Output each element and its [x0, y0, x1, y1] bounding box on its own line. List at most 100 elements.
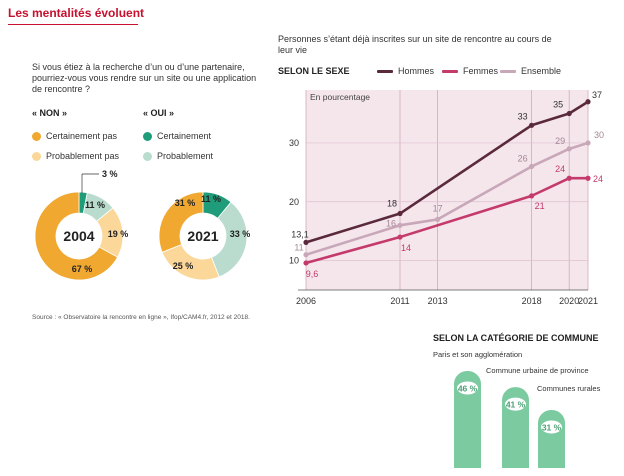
x-tick-label: 2018 [522, 296, 542, 306]
data-label-hommes: 33 [518, 111, 528, 121]
point-hommes [397, 210, 403, 217]
donut-2004-year: 2004 [63, 228, 94, 244]
donut-2004-label-0: 3 % [102, 169, 118, 179]
data-label-hommes: 13,1 [291, 229, 309, 239]
data-label-hommes: 18 [387, 199, 397, 209]
point-femmes [303, 260, 309, 266]
point-hommes [566, 110, 572, 117]
legend-ensemble: Ensemble [500, 66, 561, 76]
x-tick-label: 2013 [428, 296, 448, 306]
point-hommes [529, 122, 535, 128]
donut-2021-slice-3 [158, 191, 204, 253]
point-ensemble [529, 163, 535, 170]
commune-bar-label-2: 31 % [542, 423, 562, 433]
legend-swatch [143, 131, 152, 141]
data-label-femmes: 14 [401, 243, 411, 253]
commune-label-paris: Paris et son agglomération [433, 350, 523, 359]
data-label-femmes: 9,6 [306, 269, 319, 279]
donut-charts: 2004 3 % 11 % 19 % 67 % 2021 11 % 33 % 25 % 31 % [34, 169, 251, 281]
y-tick-label: 30 [289, 138, 299, 148]
legend-certainement-pas: Certainement pas [32, 131, 117, 141]
y-tick-label: 20 [289, 197, 299, 207]
donut-2004-slice-3 [34, 191, 119, 281]
point-hommes [303, 239, 309, 245]
donut-2021-label-0: 11 % [201, 194, 221, 204]
page-title: Les mentalités évoluent [8, 6, 145, 20]
legend-femmes: Femmes [442, 66, 498, 76]
point-ensemble [303, 252, 309, 258]
x-tick-label: 2021 [578, 296, 598, 306]
legend-swatch [442, 69, 458, 73]
x-tick-label: 2006 [296, 296, 316, 306]
data-label-ensemble: 29 [555, 136, 565, 146]
legend-swatch [500, 69, 516, 73]
legend-certainement: Certainement [143, 131, 211, 141]
point-ensemble [435, 216, 441, 223]
data-label-ensemble: 17 [433, 203, 443, 213]
title-divider [8, 24, 138, 25]
donut-2004-label-3: 67 % [72, 264, 93, 274]
legend-swatch [32, 151, 41, 161]
legend-hommes: Hommes [377, 66, 434, 76]
series-line-ensemble [305, 141, 589, 256]
data-label-femmes: 24 [593, 174, 603, 184]
data-label-hommes: 37 [592, 90, 602, 100]
source-note: Source : « Observatoire la rencontre en … [32, 314, 250, 321]
legend-swatch [32, 131, 41, 141]
non-group-label: « NON » [32, 108, 68, 118]
survey-question: Si vous étiez à la recherche d’un ou d’u… [32, 62, 257, 94]
line-chart-title: Personnes s’étant déjà inscrites sur un … [278, 34, 552, 55]
donut-2021-label-2: 25 % [173, 261, 194, 271]
line-chart-subtitle: SELON LE SEXE [278, 66, 350, 76]
point-femmes [397, 234, 403, 240]
point-femmes [529, 193, 535, 199]
donut-2004-label-2: 19 % [108, 229, 129, 239]
oui-group-label: « OUI » [143, 108, 175, 118]
data-label-femmes: 24 [555, 164, 565, 174]
point-ensemble [566, 146, 572, 152]
data-label-ensemble: 30 [594, 130, 604, 140]
legend-probablement-pas: Probablement pas [32, 151, 119, 161]
legend-swatch [143, 151, 152, 161]
point-hommes [585, 99, 591, 105]
commune-label-rurales: Communes rurales [537, 384, 601, 393]
x-tick-label: 2011 [390, 296, 409, 306]
data-label-ensemble: 26 [518, 153, 528, 163]
donut-2004-label-1: 11 % [85, 200, 105, 210]
donut-2021-year: 2021 [187, 228, 218, 244]
legend-label: Probablement pas [46, 151, 120, 161]
commune-bar-badge-1 [504, 396, 527, 412]
commune-label-urbaine: Commune urbaine de province [486, 366, 589, 375]
data-label-ensemble: 11 [294, 243, 303, 253]
point-ensemble [585, 140, 591, 146]
legend-label: Femmes [463, 66, 499, 76]
data-label-hommes: 35 [553, 100, 563, 110]
y-tick-label: 10 [289, 256, 299, 266]
point-ensemble [397, 222, 403, 228]
donut-2021-slice-1 [210, 201, 248, 278]
legend-label: Hommes [398, 66, 435, 76]
x-tick-label: 2020 [559, 296, 579, 306]
commune-bar-label-1: 41 % [506, 400, 526, 410]
commune-chart-title: SELON LA CATÉGORIE DE COMMUNE [433, 333, 599, 343]
point-femmes [585, 175, 591, 181]
legend-probablement: Probablement [143, 151, 213, 161]
legend-label: Ensemble [521, 66, 562, 76]
legend-swatch [377, 69, 393, 73]
legend-label: Probablement [157, 151, 214, 161]
data-label-femmes: 21 [535, 201, 545, 211]
unit-note: En pourcentage [310, 92, 370, 102]
commune-bar-badge-0 [456, 380, 479, 396]
commune-bar-badge-2 [540, 419, 563, 435]
legend-label: Certainement [157, 131, 212, 141]
commune-bar-body-1 [502, 401, 529, 468]
commune-bar-label-0: 46 % [458, 384, 478, 394]
commune-bar-body-0 [454, 385, 481, 468]
data-label-ensemble: 16 [386, 218, 396, 228]
commune-bar-chart: 46 % 41 % 31 % [454, 371, 565, 468]
legend-label: Certainement pas [46, 131, 118, 141]
donut-2021-label-3: 31 % [175, 198, 196, 208]
donut-2021-label-1: 33 % [230, 229, 251, 239]
point-femmes [566, 175, 572, 181]
